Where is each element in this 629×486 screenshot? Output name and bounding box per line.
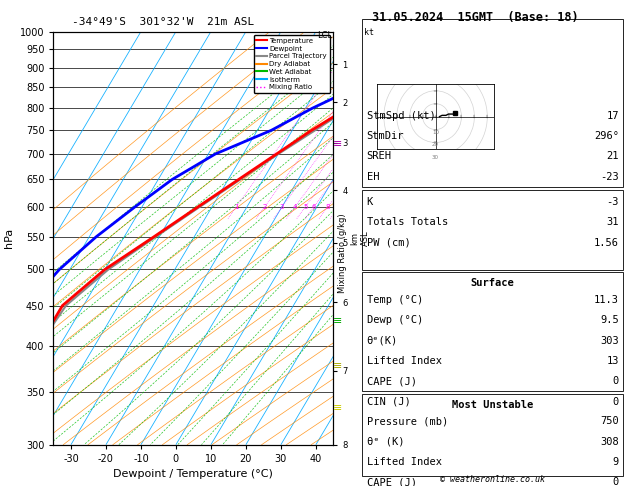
Text: 9: 9 bbox=[613, 457, 619, 467]
Text: 17: 17 bbox=[606, 111, 619, 121]
Text: 0: 0 bbox=[613, 477, 619, 486]
Text: 0: 0 bbox=[613, 397, 619, 407]
Text: θᵉ (K): θᵉ (K) bbox=[367, 436, 404, 447]
Text: 11.3: 11.3 bbox=[594, 295, 619, 305]
Text: Dewp (°C): Dewp (°C) bbox=[367, 315, 423, 325]
Text: 0: 0 bbox=[613, 376, 619, 386]
X-axis label: Dewpoint / Temperature (°C): Dewpoint / Temperature (°C) bbox=[113, 469, 274, 479]
Text: 4: 4 bbox=[293, 204, 298, 210]
Text: 750: 750 bbox=[600, 416, 619, 426]
Text: 1: 1 bbox=[234, 204, 238, 210]
Text: StmSpd (kt): StmSpd (kt) bbox=[367, 111, 435, 121]
Text: 308: 308 bbox=[600, 436, 619, 447]
Text: 9.5: 9.5 bbox=[600, 315, 619, 325]
Text: 5: 5 bbox=[303, 204, 308, 210]
Text: 13: 13 bbox=[606, 356, 619, 366]
Text: 1.56: 1.56 bbox=[594, 238, 619, 247]
Text: Temp (°C): Temp (°C) bbox=[367, 295, 423, 305]
Text: 296°: 296° bbox=[594, 131, 619, 141]
Text: 2: 2 bbox=[262, 204, 267, 210]
Text: 303: 303 bbox=[600, 335, 619, 346]
Text: SREH: SREH bbox=[367, 152, 392, 161]
Text: EH: EH bbox=[367, 172, 379, 182]
Text: Lifted Index: Lifted Index bbox=[367, 457, 442, 467]
Text: 21: 21 bbox=[606, 152, 619, 161]
Text: ≡: ≡ bbox=[333, 403, 342, 413]
Text: © weatheronline.co.uk: © weatheronline.co.uk bbox=[440, 475, 545, 484]
Text: ≡: ≡ bbox=[333, 139, 342, 149]
Text: 31: 31 bbox=[606, 217, 619, 227]
Text: CAPE (J): CAPE (J) bbox=[367, 376, 416, 386]
Text: PW (cm): PW (cm) bbox=[367, 238, 411, 247]
Text: -34°49'S  301°32'W  21m ASL: -34°49'S 301°32'W 21m ASL bbox=[72, 17, 255, 27]
Text: Mixing Ratio (g/kg): Mixing Ratio (g/kg) bbox=[338, 213, 347, 293]
Text: StmDir: StmDir bbox=[367, 131, 404, 141]
Text: Totals Totals: Totals Totals bbox=[367, 217, 448, 227]
Text: kt: kt bbox=[364, 28, 374, 37]
Text: LCL: LCL bbox=[317, 31, 332, 40]
Text: 8: 8 bbox=[325, 204, 330, 210]
Legend: Temperature, Dewpoint, Parcel Trajectory, Dry Adiabat, Wet Adiabat, Isotherm, Mi: Temperature, Dewpoint, Parcel Trajectory… bbox=[253, 35, 330, 93]
Text: 6: 6 bbox=[311, 204, 316, 210]
Text: Pressure (mb): Pressure (mb) bbox=[367, 416, 448, 426]
Text: -3: -3 bbox=[606, 197, 619, 207]
Text: Surface: Surface bbox=[470, 278, 514, 288]
Text: θᵉ(K): θᵉ(K) bbox=[367, 335, 398, 346]
Text: 10: 10 bbox=[432, 130, 439, 135]
Text: ≡: ≡ bbox=[333, 316, 342, 326]
Y-axis label: hPa: hPa bbox=[4, 228, 14, 248]
Text: 20: 20 bbox=[432, 142, 439, 147]
Y-axis label: km
ASL: km ASL bbox=[350, 230, 370, 246]
Text: 31.05.2024  15GMT  (Base: 18): 31.05.2024 15GMT (Base: 18) bbox=[372, 11, 578, 24]
Text: CIN (J): CIN (J) bbox=[367, 397, 411, 407]
Text: -23: -23 bbox=[600, 172, 619, 182]
Text: Lifted Index: Lifted Index bbox=[367, 356, 442, 366]
Text: CAPE (J): CAPE (J) bbox=[367, 477, 416, 486]
Text: Most Unstable: Most Unstable bbox=[452, 400, 533, 410]
Text: K: K bbox=[367, 197, 373, 207]
Text: ≡: ≡ bbox=[333, 361, 342, 371]
Text: 3: 3 bbox=[280, 204, 284, 210]
Text: 30: 30 bbox=[432, 156, 439, 160]
